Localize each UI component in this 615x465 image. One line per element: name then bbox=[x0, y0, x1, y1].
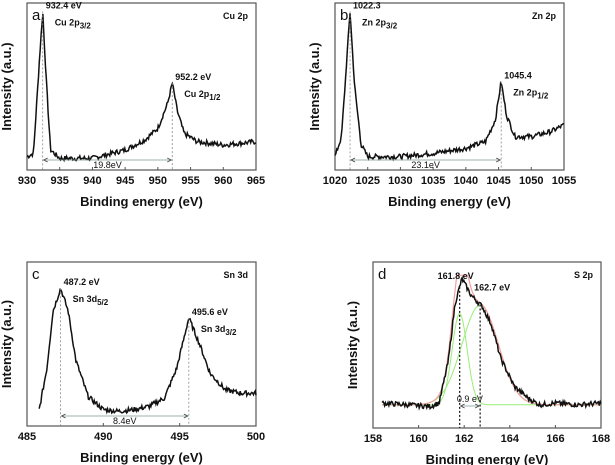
x-tick-label: 1025 bbox=[355, 175, 379, 187]
x-tick-label: 945 bbox=[116, 175, 134, 187]
peak-position-label: 161.8 eV bbox=[438, 271, 474, 281]
x-tick-label: 1020 bbox=[323, 175, 347, 187]
x-axis-label: Binding energy (eV) bbox=[80, 450, 203, 465]
x-tick-label: 1050 bbox=[519, 175, 543, 187]
y-axis-label: Intensity (a.u.) bbox=[0, 42, 14, 130]
x-tick-label: 158 bbox=[364, 433, 382, 445]
peak-name-label: Cu 2p3/2 bbox=[55, 17, 92, 30]
plot-frame bbox=[334, 2, 565, 171]
x-tick-label: 495 bbox=[170, 431, 188, 443]
plot-frame bbox=[372, 261, 602, 429]
separation-label: 0.9 eV bbox=[457, 394, 483, 404]
x-axis-label: Binding energy (eV) bbox=[388, 194, 511, 209]
x-tick-label: 930 bbox=[18, 175, 36, 187]
y-axis-label: Intensity (a.u.) bbox=[0, 300, 14, 388]
peak-position-label: 1022.3 bbox=[353, 0, 381, 10]
separation-label: 19.8eV bbox=[93, 160, 122, 170]
arrow-heads bbox=[60, 413, 189, 419]
peak-name-label: Zn 2p1/2 bbox=[513, 87, 549, 100]
x-tick-label: 1040 bbox=[454, 175, 478, 187]
plot-frame bbox=[26, 2, 257, 171]
panel-title: Sn 3d bbox=[223, 270, 248, 280]
peak-position-label: 1045.4 bbox=[504, 70, 532, 80]
panel-letter: d bbox=[378, 266, 386, 283]
peak-name: Cu 2p bbox=[55, 17, 81, 27]
peak-name: Sn 3d bbox=[201, 324, 226, 334]
arrow-heads bbox=[459, 403, 481, 409]
x-tick-label: 485 bbox=[18, 431, 36, 443]
envelope-curve bbox=[382, 274, 600, 406]
peak-subscript: 1/2 bbox=[209, 93, 221, 102]
peak-position-label: 952.2 eV bbox=[175, 72, 211, 82]
spectrum-line bbox=[38, 288, 257, 415]
x-tick-label: 160 bbox=[409, 433, 427, 445]
arrow-heads bbox=[42, 157, 173, 163]
peak-name-label: Cu 2p1/2 bbox=[184, 89, 221, 102]
separation-label: 8.4eV bbox=[113, 416, 137, 426]
x-tick-label: 490 bbox=[94, 431, 112, 443]
x-tick-label: 166 bbox=[546, 433, 564, 445]
x-axis-label: Binding energy (eV) bbox=[426, 452, 549, 465]
peak-subscript: 3/2 bbox=[225, 328, 237, 337]
panel-c: 485 490 495 500 Binding energy (eV) Intensity… bbox=[0, 261, 265, 465]
panel-title: S 2p bbox=[574, 270, 594, 280]
x-tick-label: 168 bbox=[592, 433, 610, 445]
peak-subscript: 3/2 bbox=[80, 21, 92, 30]
peak-name-label: Sn 3d5/2 bbox=[73, 294, 109, 307]
x-tick-label: 500 bbox=[247, 431, 265, 443]
x-tick-label: 162 bbox=[455, 433, 473, 445]
plot-frame bbox=[26, 261, 257, 427]
x-tick-label: 960 bbox=[214, 175, 232, 187]
peak-subscript: 1/2 bbox=[537, 91, 549, 100]
spectrum-line bbox=[381, 275, 602, 411]
x-tick-label: 1045 bbox=[486, 175, 510, 187]
separation-label: 23.1eV bbox=[411, 160, 440, 170]
y-axis-label: Intensity (a.u.) bbox=[307, 42, 322, 130]
x-tick-label: 935 bbox=[51, 175, 69, 187]
panel-title: Zn 2p bbox=[532, 11, 557, 21]
panel-letter: b bbox=[340, 7, 348, 24]
peak-name: Sn 3d bbox=[73, 294, 98, 304]
peak-position-label: 495.6 eV bbox=[192, 307, 228, 317]
peak-name: Zn 2p bbox=[513, 87, 538, 97]
x-tick-label: 965 bbox=[247, 175, 265, 187]
x-tick-label: 950 bbox=[149, 175, 167, 187]
panel-b: 1020 1025 1030 1035 1040 1045 1050 1055 Binding … bbox=[307, 0, 576, 209]
peak-position-label: 162.7 eV bbox=[474, 282, 510, 292]
panel-letter: a bbox=[32, 7, 41, 24]
panel-a: 930 935 940 945 950 955 960 965 Binding energy (… bbox=[0, 0, 265, 209]
x-tick-label: 164 bbox=[501, 433, 520, 445]
spectrum-line bbox=[334, 13, 564, 162]
x-tick-label: 955 bbox=[181, 175, 199, 187]
peak-position-label: 932.4 eV bbox=[46, 0, 82, 10]
x-tick-label: 1035 bbox=[421, 175, 445, 187]
panel-letter: c bbox=[32, 266, 40, 283]
peak-name: Cu 2p bbox=[184, 89, 210, 99]
peak-name: Zn 2p bbox=[362, 17, 387, 27]
x-axis-label: Binding energy (eV) bbox=[80, 194, 203, 209]
peak-subscript: 5/2 bbox=[97, 298, 109, 307]
peak-position-label: 487.2 eV bbox=[64, 277, 100, 287]
x-tick-label: 940 bbox=[83, 175, 101, 187]
peak-subscript: 3/2 bbox=[386, 21, 398, 30]
x-tick-label: 1055 bbox=[552, 175, 576, 187]
arrow-heads bbox=[350, 157, 502, 163]
panel-d: 158 160 162 164 166 168 Binding energy (eV) Int… bbox=[345, 261, 610, 465]
panel-title: Cu 2p bbox=[223, 11, 249, 21]
x-tick-label: 1030 bbox=[388, 175, 412, 187]
peak-name-label: Zn 2p3/2 bbox=[362, 17, 398, 30]
spectrum-line bbox=[26, 13, 257, 163]
peak-name-label: Sn 3d3/2 bbox=[201, 324, 237, 337]
y-axis-label: Intensity (a.u.) bbox=[345, 301, 360, 389]
